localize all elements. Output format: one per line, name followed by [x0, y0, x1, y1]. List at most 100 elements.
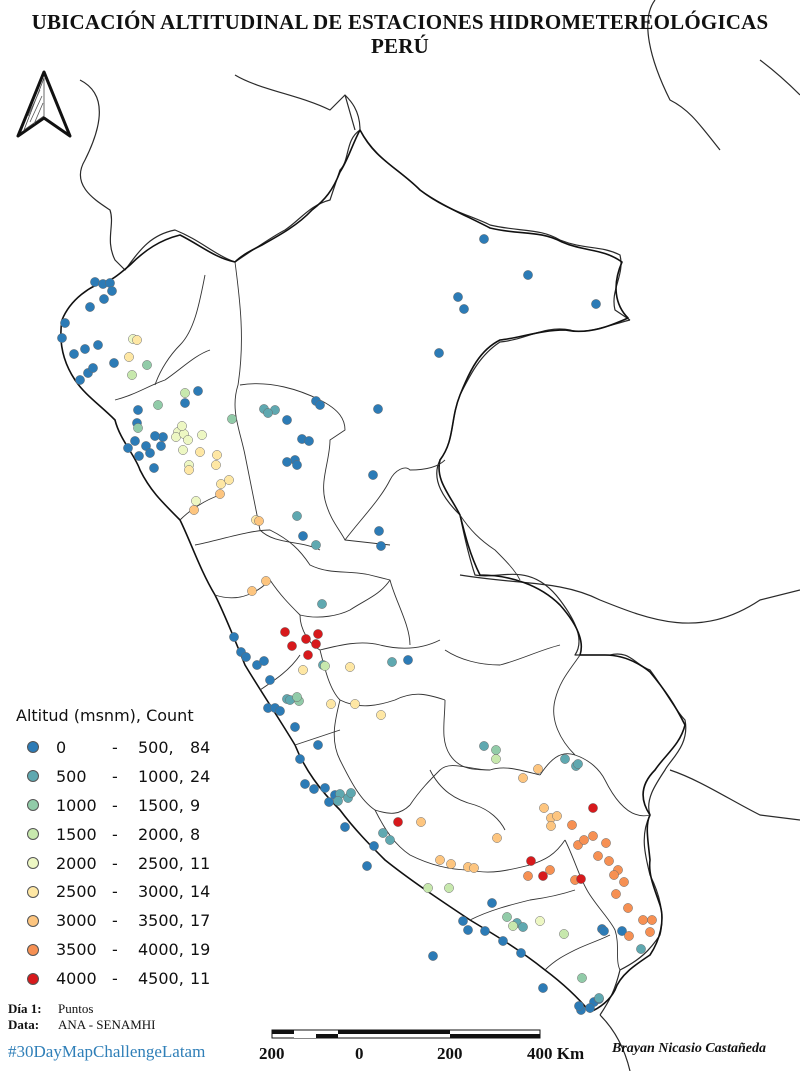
station-point [463, 925, 473, 935]
hashtag: #30DayMapChallengeLatam [8, 1042, 206, 1061]
station-point [378, 828, 388, 838]
station-point [156, 441, 166, 451]
station-point [287, 641, 297, 651]
legend-high: 2500, [138, 853, 184, 873]
station-point [309, 784, 319, 794]
station-point [459, 304, 469, 314]
station-point [345, 662, 355, 672]
station-point [303, 650, 313, 660]
station-point [538, 871, 548, 881]
station-point [373, 404, 383, 414]
station-point [491, 745, 501, 755]
credits: Día 1: Puntos Data: ANA - SENAMHI [8, 1001, 156, 1033]
legend-high: 1000, [138, 766, 184, 786]
station-point [259, 656, 269, 666]
station-point [362, 861, 372, 871]
station-point [502, 912, 512, 922]
station-point [458, 916, 468, 926]
station-point [559, 929, 569, 939]
station-point [215, 489, 225, 499]
station-point [229, 632, 239, 642]
department-borders [114, 261, 651, 971]
legend-count: 84 [190, 737, 211, 757]
legend-count: 24 [190, 766, 211, 786]
station-point [105, 278, 115, 288]
station-point [133, 405, 143, 415]
station-point [197, 430, 207, 440]
station-point [298, 531, 308, 541]
scale-label-left: 200 [259, 1044, 285, 1063]
station-point [183, 435, 193, 445]
legend-low: 2000 [56, 853, 97, 873]
station-point [75, 375, 85, 385]
station-point [576, 874, 586, 884]
station-point [444, 883, 454, 893]
station-point [80, 344, 90, 354]
station-point [585, 1003, 595, 1013]
station-point [617, 926, 627, 936]
legend-count: 11 [190, 853, 211, 873]
station-point [574, 1001, 584, 1011]
station-point [623, 903, 633, 913]
station-point [545, 865, 555, 875]
legend-item: 2000-2500, 11 [16, 849, 210, 878]
data-label: Data: [8, 1017, 40, 1032]
station-point [376, 710, 386, 720]
station-point [216, 479, 226, 489]
legend-high: 2000, [138, 824, 184, 844]
legend: Altitud (msnm), Count 0-500, 84 500-1000, 2… [16, 706, 210, 993]
station-point [498, 936, 508, 946]
north-coast [234, 74, 346, 111]
north-arrow-icon [16, 70, 72, 138]
scale-bar [271, 1029, 541, 1039]
legend-dash: - [112, 940, 118, 960]
legend-swatch [27, 828, 39, 841]
north-frame [647, 0, 721, 151]
station-point [393, 817, 403, 827]
legend-swatch [27, 943, 39, 956]
station-point [588, 803, 598, 813]
station-point [350, 699, 360, 709]
station-point [180, 388, 190, 398]
station-point [282, 415, 292, 425]
peru-outline [60, 129, 686, 1013]
station-point [313, 740, 323, 750]
legend-dash: - [112, 737, 118, 757]
station-point [292, 511, 302, 521]
station-point [480, 926, 490, 936]
legend-dash: - [112, 795, 118, 815]
station-point [567, 820, 577, 830]
station-point [611, 889, 621, 899]
legend-count: 19 [190, 940, 211, 960]
station-point [340, 822, 350, 832]
station-point [127, 370, 137, 380]
station-point [69, 349, 79, 359]
station-point [416, 817, 426, 827]
legend-count: 14 [190, 882, 211, 902]
station-point [142, 360, 152, 370]
legend-high: 3500, [138, 911, 184, 931]
station-point [311, 540, 321, 550]
station-point [428, 951, 438, 961]
map-title: UBICACIÓN ALTITUDINAL DE ESTACIONES HIDR… [31, 10, 769, 34]
colombia-east [759, 59, 800, 96]
station-point [492, 833, 502, 843]
station-point [453, 292, 463, 302]
legend-high: 500, [138, 737, 174, 757]
station-point [320, 661, 330, 671]
legend-dash: - [112, 882, 118, 902]
bolivia-east [669, 769, 800, 821]
station-point [320, 783, 330, 793]
data-value: ANA - SENAMHI [58, 1017, 156, 1032]
station-point [145, 448, 155, 458]
station-point [324, 797, 334, 807]
station-point [282, 457, 292, 467]
station-point [280, 627, 290, 637]
legend-swatch [27, 799, 39, 812]
station-point [254, 516, 264, 526]
station-point [385, 835, 395, 845]
station-point [518, 773, 528, 783]
station-point [263, 408, 273, 418]
station-point [518, 922, 528, 932]
station-point [275, 706, 285, 716]
